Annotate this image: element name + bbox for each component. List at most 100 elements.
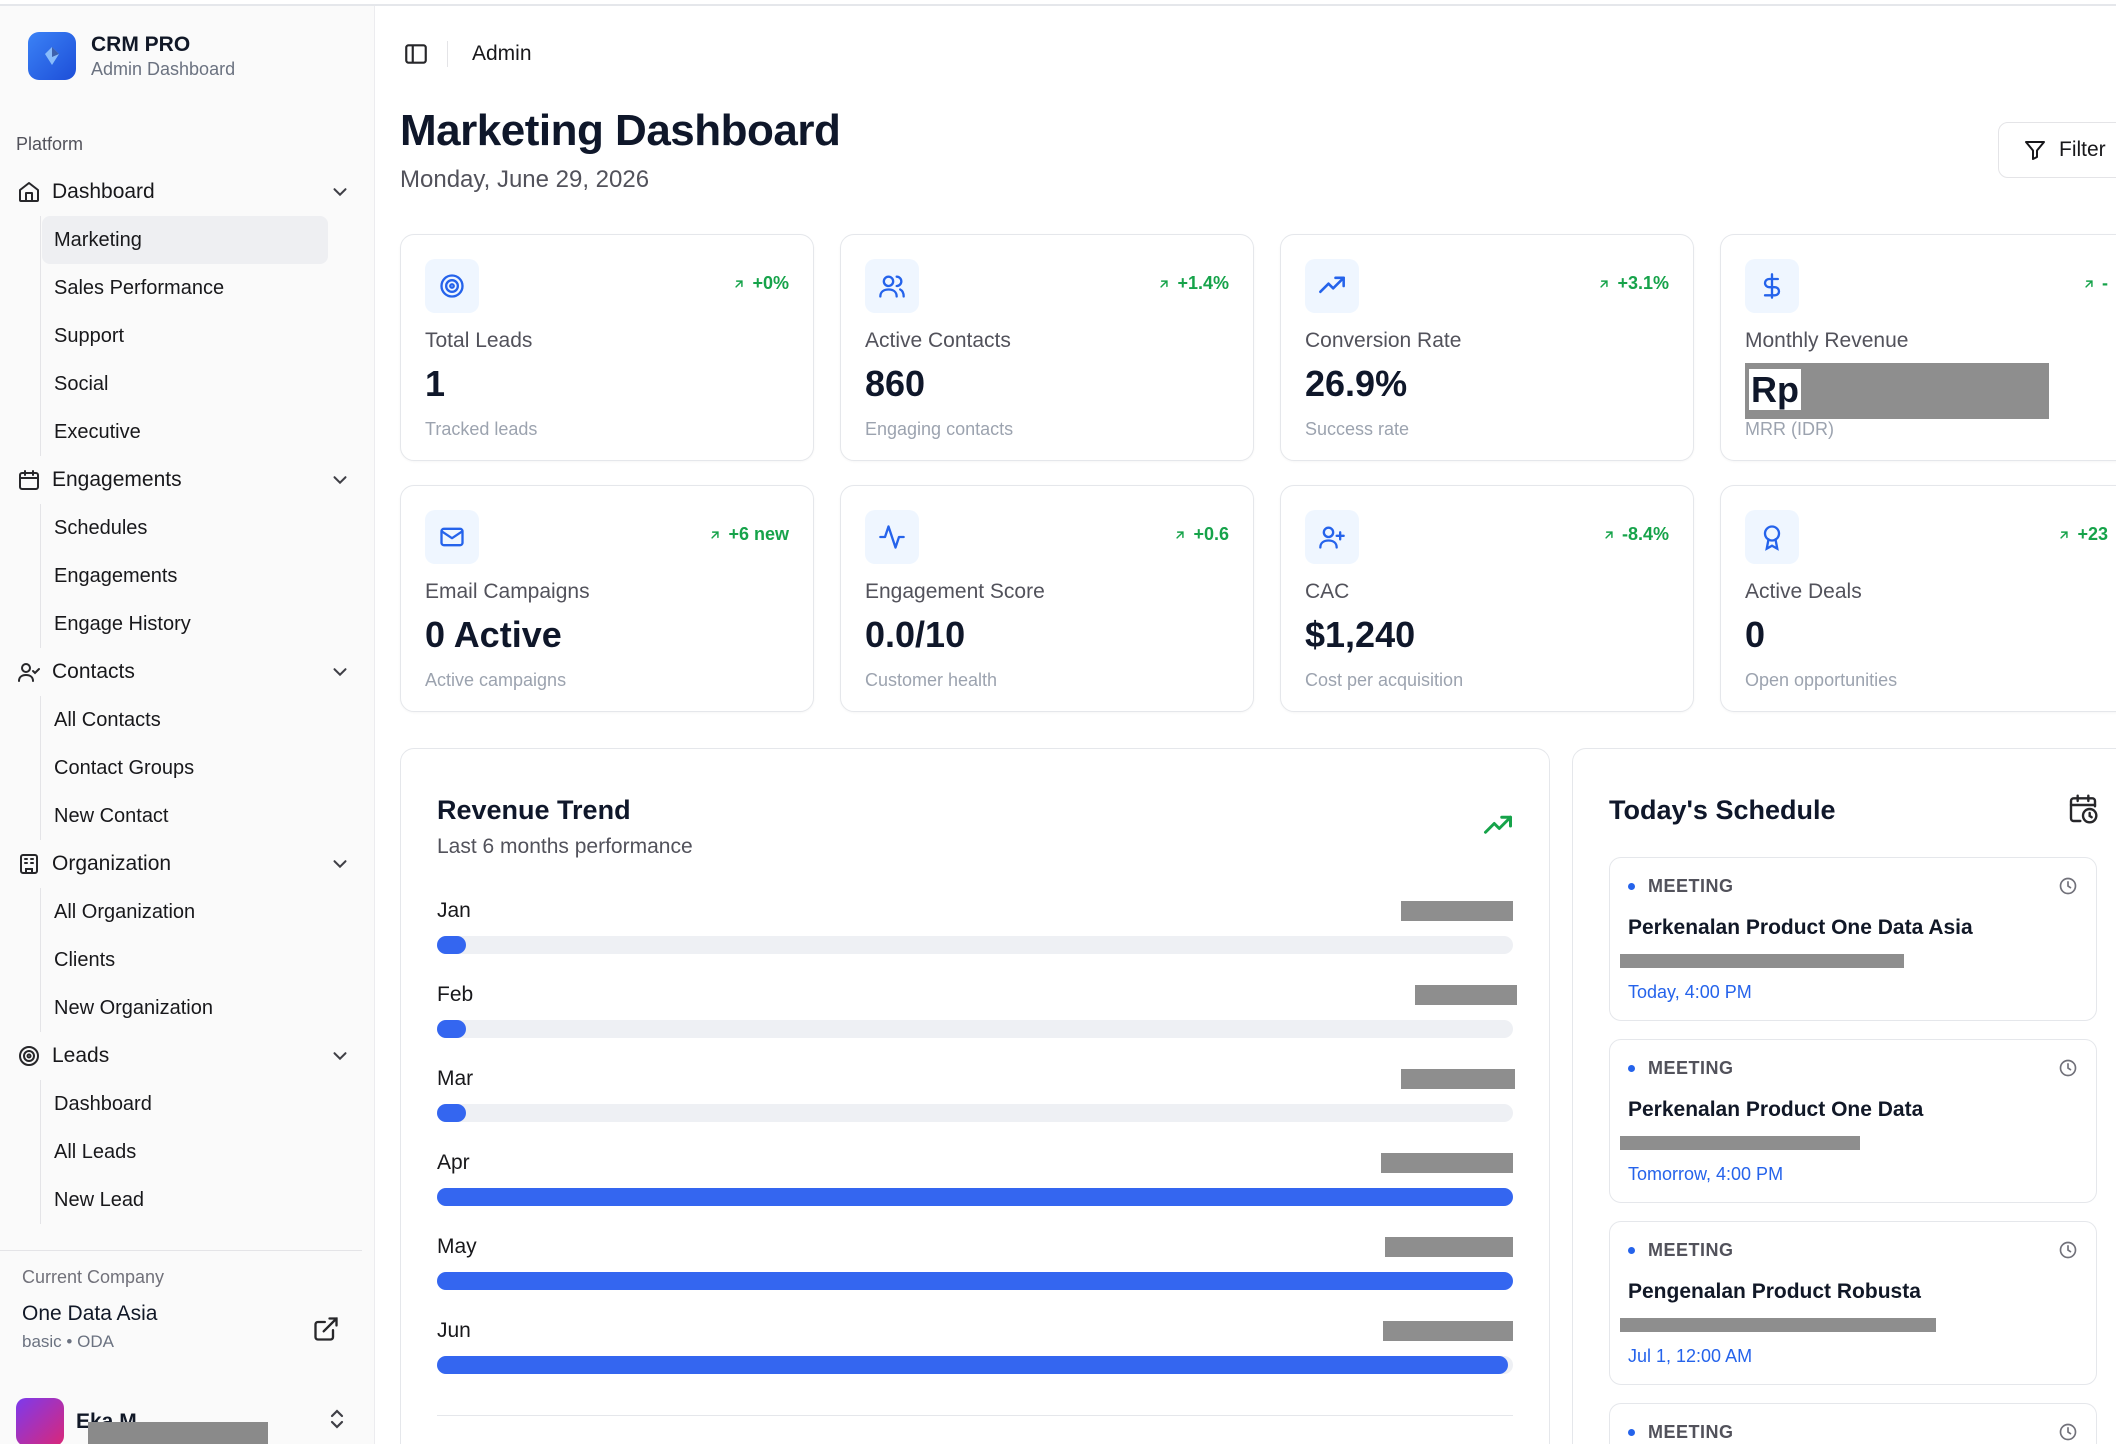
sidebar-item-new-organization[interactable]: New Organization: [54, 996, 213, 1019]
stat-value-redacted: Rp: [1745, 363, 2049, 419]
sidebar-item-engage-history[interactable]: Engage History: [54, 612, 191, 635]
filter-button[interactable]: Filter: [1998, 122, 2116, 178]
sidebar-item-all-leads[interactable]: All Leads: [54, 1140, 137, 1163]
external-link-icon[interactable]: [312, 1315, 340, 1343]
stat-label: Monthly Revenue: [1745, 329, 1909, 352]
month-label: Jan: [437, 899, 471, 922]
nav-group-label: Dashboard: [52, 180, 155, 203]
calendar-clock-icon[interactable]: [2067, 793, 2099, 825]
nav-group-label: Leads: [52, 1044, 110, 1067]
clock-icon: [2059, 877, 2077, 895]
trend-badge: -: [2082, 273, 2108, 294]
nav-group-organization[interactable]: Organization: [0, 840, 375, 888]
nav-submenu-contacts: All Contacts Contact Groups New Contact: [40, 696, 375, 840]
stat-caption: Customer health: [865, 670, 998, 690]
stat-value: 860: [865, 363, 926, 404]
stat-card-active-deals[interactable]: +23 Active Deals 0 Open opportunities: [1720, 485, 2116, 712]
nav-group-contacts[interactable]: Contacts: [0, 648, 375, 696]
stat-label: CAC: [1305, 580, 1350, 603]
nav-group-leads[interactable]: Leads: [0, 1032, 375, 1080]
company-plan: basic: [22, 1332, 62, 1351]
nav-group-label: Organization: [52, 852, 172, 875]
stat-card-engagement-score[interactable]: +0.6 Engagement Score 0.0/10 Customer he…: [840, 485, 1254, 712]
avatar: [16, 1398, 64, 1444]
brand[interactable]: CRM PRO Admin Dashboard: [28, 32, 235, 80]
chevron-down-icon: [333, 476, 347, 485]
sidebar-item-new-contact[interactable]: New Contact: [54, 804, 169, 827]
sidebar-item-leads-dashboard[interactable]: Dashboard: [54, 1092, 152, 1115]
sidebar-item-all-contacts[interactable]: All Contacts: [54, 708, 161, 731]
trend-badge: -8.4%: [1602, 524, 1669, 545]
event-type: MEETING: [1628, 1240, 1734, 1261]
sidebar-item-all-organization[interactable]: All Organization: [54, 900, 196, 923]
event-title: Perkenalan Product One Data: [1628, 1098, 1924, 1121]
revenue-progress-fill: [437, 1188, 1513, 1206]
stat-card-cac[interactable]: -8.4% CAC $1,240 Cost per acquisition: [1280, 485, 1694, 712]
arrow-up-right-icon: [711, 530, 720, 539]
revenue-trend-title: Revenue Trend: [437, 795, 631, 825]
stat-value: 1: [425, 363, 446, 404]
event-time: Today, 4:00 PM: [1628, 982, 1752, 1002]
trend-badge: +23: [2057, 524, 2108, 545]
sidebar-item-marketing[interactable]: Marketing: [42, 216, 328, 264]
nav-group-dashboard[interactable]: Dashboard: [0, 168, 375, 216]
home-icon: [16, 179, 42, 205]
stat-card-email-campaigns[interactable]: +6 new Email Campaigns 0 Active Active c…: [400, 485, 814, 712]
sidebar-item-engagements[interactable]: Engagements: [54, 564, 178, 587]
stat-card-active-contacts[interactable]: +1.4% Active Contacts 860 Engaging conta…: [840, 234, 1254, 461]
stat-card-monthly-revenue[interactable]: - Monthly Revenue MRR (IDR) Rp: [1720, 234, 2116, 461]
stat-card-total-leads[interactable]: +0% Total Leads 1 Tracked leads: [400, 234, 814, 461]
sidebar-item-support[interactable]: Support: [54, 324, 125, 347]
schedule-event[interactable]: MEETING Perkenalan Product One Data Asia…: [1609, 857, 2097, 1021]
user-email-redacted: [88, 1422, 268, 1444]
trend-value: +6 new: [728, 524, 789, 544]
trend-value: +0%: [752, 273, 789, 293]
sidebar-item-clients[interactable]: Clients: [54, 948, 116, 971]
stat-label: Active Deals: [1745, 580, 1862, 603]
revenue-progress-fill: [437, 1272, 1513, 1290]
company-code: ODA: [77, 1332, 114, 1351]
schedule-event[interactable]: MEETING Pengenalan Product Robusta Jul 1…: [1609, 1221, 2097, 1385]
nav-group-label: Engagements: [52, 468, 182, 491]
divider: [437, 1415, 1513, 1416]
nav-group-label: Contacts: [52, 660, 135, 683]
user-menu[interactable]: Eka M: [16, 1398, 268, 1444]
sidebar-item-social[interactable]: Social: [54, 372, 109, 395]
sidebar-item-contact-groups[interactable]: Contact Groups: [54, 756, 195, 779]
revenue-progress-fill: [437, 936, 467, 954]
stat-caption: Cost per acquisition: [1305, 670, 1464, 690]
sidebar-toggle-icon[interactable]: [403, 41, 429, 67]
stat-label: Email Campaigns: [425, 580, 590, 603]
current-company-label: Current Company: [22, 1267, 165, 1287]
event-dot: [1628, 1247, 1635, 1254]
stat-label: Conversion Rate: [1305, 329, 1462, 352]
trend-badge: +0.6: [1173, 524, 1229, 545]
trend-badge: +3.1%: [1597, 273, 1669, 294]
nav-group-engagements[interactable]: Engagements: [0, 456, 375, 504]
month-value-redacted: [1401, 901, 1513, 921]
trend-badge: +1.4%: [1157, 273, 1229, 294]
main-content: Admin Marketing Dashboard Monday, June 2…: [376, 6, 2116, 1444]
sidebar-item-new-lead[interactable]: New Lead: [54, 1188, 145, 1211]
chevron-down-icon: [333, 188, 347, 197]
stat-card-conversion-rate[interactable]: +3.1% Conversion Rate 26.9% Success rate: [1280, 234, 1694, 461]
chevrons-up-down-icon[interactable]: [325, 1406, 349, 1432]
schedule-event[interactable]: MEETING: [1609, 1403, 2097, 1444]
company-name: One Data Asia: [22, 1302, 158, 1325]
sidebar-item-executive[interactable]: Executive: [54, 420, 141, 443]
schedule-event[interactable]: MEETING Perkenalan Product One Data Tomo…: [1609, 1039, 2097, 1203]
nav-submenu-leads: Dashboard All Leads New Lead: [40, 1080, 375, 1224]
revenue-progress-fill: [437, 1104, 467, 1122]
stat-caption: Engaging contacts: [865, 419, 1014, 439]
stat-value: 0: [1745, 614, 1766, 655]
event-type-label: MEETING: [1648, 1058, 1734, 1078]
sidebar-item-sales-performance[interactable]: Sales Performance: [54, 276, 225, 299]
sidebar-item-schedules[interactable]: Schedules: [54, 516, 148, 539]
trending-up-icon: [1305, 259, 1359, 313]
month-value-redacted: [1381, 1153, 1513, 1173]
revenue-trend-subtitle: Last 6 months performance: [437, 835, 693, 858]
building-icon: [16, 851, 42, 877]
users-icon: [865, 259, 919, 313]
event-time: Tomorrow, 4:00 PM: [1628, 1164, 1784, 1184]
breadcrumb[interactable]: Admin: [472, 42, 532, 65]
